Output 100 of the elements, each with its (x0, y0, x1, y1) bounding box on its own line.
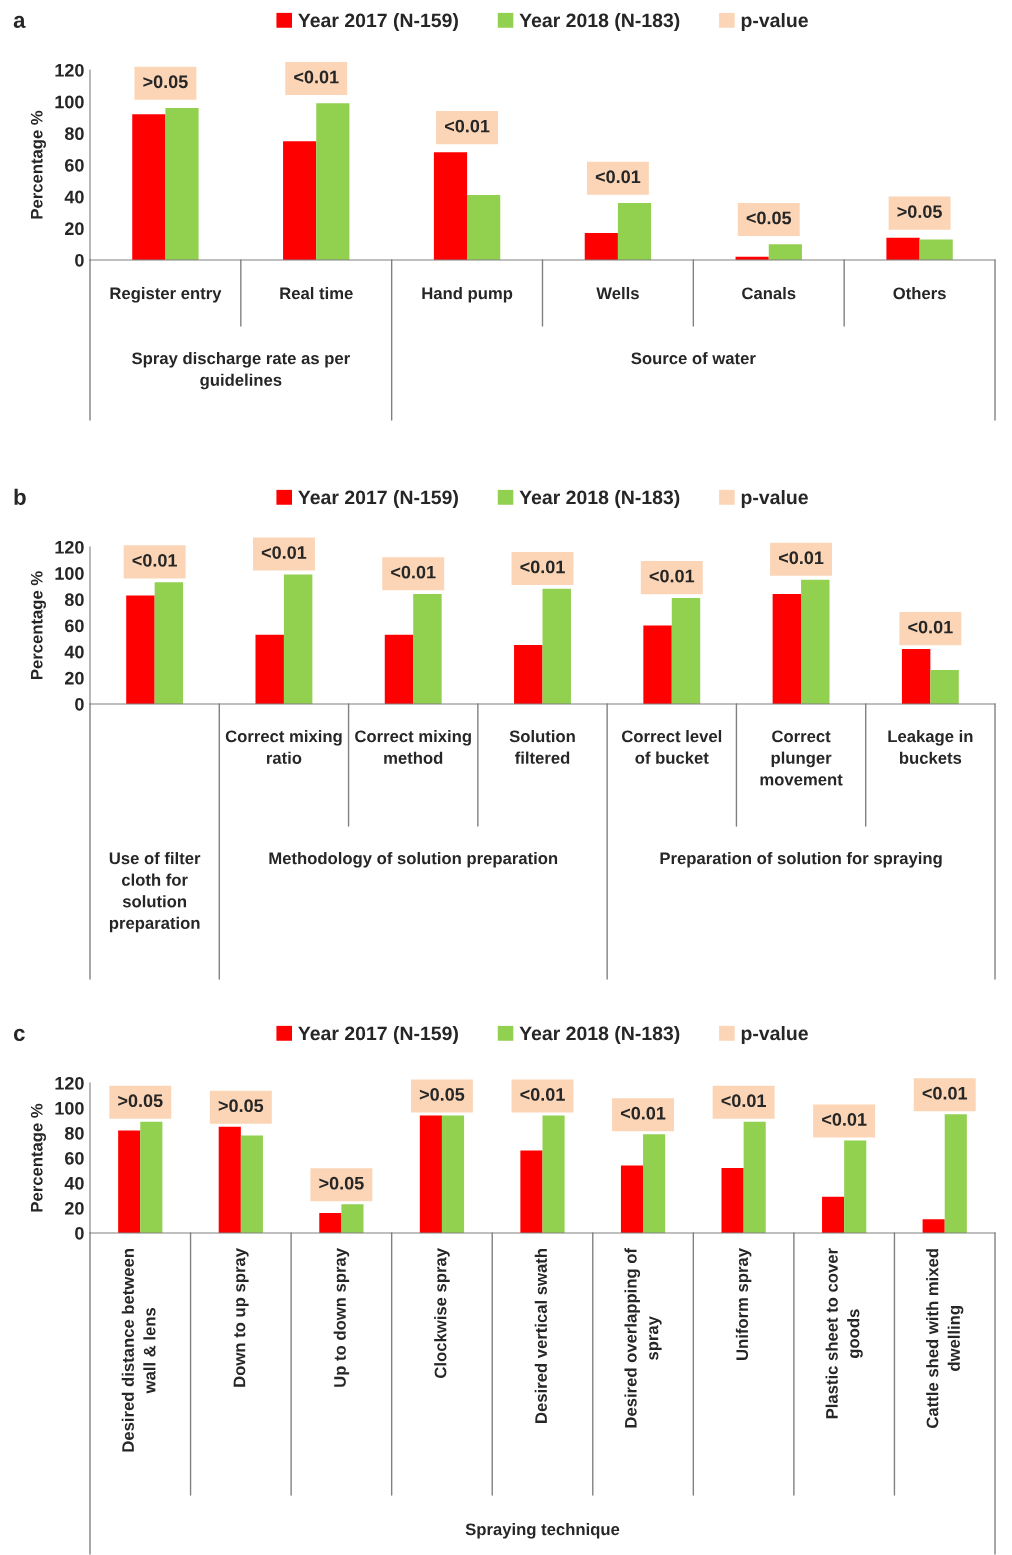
annotation: >0.05 (118, 1094, 163, 1108)
bar (165, 108, 199, 260)
annotation: >0.05 (319, 1176, 364, 1190)
legend-label: Year 2018 (N-183) (519, 1025, 680, 1045)
x-tick-label: Leakage in buckets (888, 730, 973, 764)
x-tick-label: Clockwise spray (434, 1248, 450, 1378)
annotation: <0.01 (391, 565, 436, 579)
bar (643, 625, 672, 704)
bar (768, 244, 802, 260)
annotation: <0.05 (746, 211, 792, 225)
legend-label: Year 2017 (N-159) (298, 489, 458, 509)
y-tick-label: 80 (64, 593, 84, 607)
y-tick-label: 0 (75, 1226, 84, 1240)
y-tick-label: 100 (55, 95, 84, 109)
bar (316, 103, 350, 260)
y-tick-label: 100 (55, 567, 84, 580)
bar (118, 1130, 141, 1233)
y-tick-label: 20 (64, 671, 84, 685)
bar (930, 669, 959, 704)
x-tick-label: Correct mixing method (355, 730, 471, 764)
x-tick-label: Real time (280, 287, 353, 300)
y-tick-label: 80 (64, 127, 84, 141)
x-tick-label: Hand pump (422, 287, 513, 303)
y-tick-label: 0 (75, 253, 84, 267)
y-axis-title: Percentage % (30, 571, 46, 680)
bar (822, 1196, 845, 1233)
annotation: <0.01 (520, 1088, 565, 1101)
bar (922, 1219, 945, 1233)
y-tick-label: 80 (64, 1126, 84, 1140)
annotation: <0.01 (778, 551, 824, 565)
bar (584, 233, 618, 260)
bar (886, 237, 920, 260)
x-tick-label: Desired vertical swath (534, 1249, 547, 1423)
x-tick-label: Up to down spray (333, 1248, 350, 1387)
bar (671, 598, 701, 704)
x-tick-label: Desired overlapping of spray (624, 1247, 662, 1428)
bar (433, 152, 468, 260)
bar (154, 582, 184, 704)
y-tick-label: 60 (65, 158, 84, 172)
annotation: <0.01 (261, 546, 307, 559)
annotation: <0.01 (445, 119, 490, 133)
annotation: <0.01 (649, 569, 695, 583)
bar (919, 239, 953, 260)
annotation: <0.01 (132, 553, 177, 567)
annotation: <0.01 (294, 70, 339, 84)
x-tick-label: Canals (742, 287, 796, 300)
annotation: <0.01 (908, 620, 953, 634)
x-tick-label: Correct level of bucket (621, 730, 722, 764)
y-tick-label: 40 (64, 1176, 84, 1190)
y-tick-label: 120 (55, 63, 84, 77)
annotation: <0.01 (520, 560, 565, 574)
x-tick-label: Down to up spray (233, 1248, 249, 1387)
x-tick-label: Correct plunger movement (760, 730, 843, 786)
legend-label: p-value (741, 12, 808, 32)
annotation: >0.05 (897, 205, 942, 218)
legend-label: p-value (741, 1025, 808, 1045)
legend-label: Year 2018 (N-183) (519, 12, 680, 32)
bar (240, 1135, 263, 1233)
text: Spraying technique (465, 1523, 620, 1539)
bar (384, 634, 414, 704)
y-tick-label: 20 (64, 1201, 84, 1215)
text: Use of filter cloth for solution preparation (109, 852, 201, 933)
chart-title: b (14, 488, 26, 505)
x-tick-label: Register entry (110, 287, 222, 303)
annotation: <0.01 (620, 1106, 666, 1120)
legend-label: Year 2017 (N-159) (298, 1025, 458, 1045)
bar (721, 1168, 744, 1233)
y-tick-label: 100 (55, 1101, 84, 1115)
annotation: >0.05 (143, 75, 188, 89)
y-tick-label: 60 (65, 1151, 84, 1165)
chart-title: a (13, 15, 26, 28)
legend-label: Year 2018 (N-183) (519, 489, 680, 509)
bar (283, 141, 317, 260)
y-tick-label: 120 (55, 1076, 84, 1090)
bar (126, 595, 155, 704)
y-tick-label: 120 (55, 540, 84, 554)
bar (255, 634, 284, 704)
bar (132, 114, 166, 260)
chart-title: c (13, 1028, 25, 1041)
text: Spray discharge rate as per guidelines (132, 352, 350, 390)
legend-label: Year 2017 (N-159) (298, 12, 458, 32)
x-tick-label: Wells (596, 287, 639, 300)
bar (520, 1150, 543, 1233)
y-axis-title: Percentage % (30, 110, 46, 219)
y-tick-label: 20 (64, 222, 84, 236)
x-tick-label: Desired distance between wall & lens (121, 1249, 156, 1452)
y-tick-label: 60 (65, 619, 84, 633)
bar (319, 1213, 342, 1233)
x-tick-label: Solution filtered (509, 730, 575, 764)
text: Methodology of solution preparation (269, 852, 558, 868)
x-tick-label: Plastic sheet to cover goods (825, 1248, 863, 1419)
y-tick-label: 40 (64, 645, 84, 659)
source-note: Source of water (631, 352, 756, 365)
y-tick-label: 0 (75, 697, 84, 711)
x-tick-label: Others (893, 287, 946, 300)
annotation: <0.01 (922, 1086, 968, 1100)
annotation: >0.05 (218, 1099, 264, 1113)
text: Preparation of solution for spraying (660, 852, 942, 868)
y-axis-title: Percentage % (30, 1103, 46, 1212)
bar (617, 203, 652, 260)
